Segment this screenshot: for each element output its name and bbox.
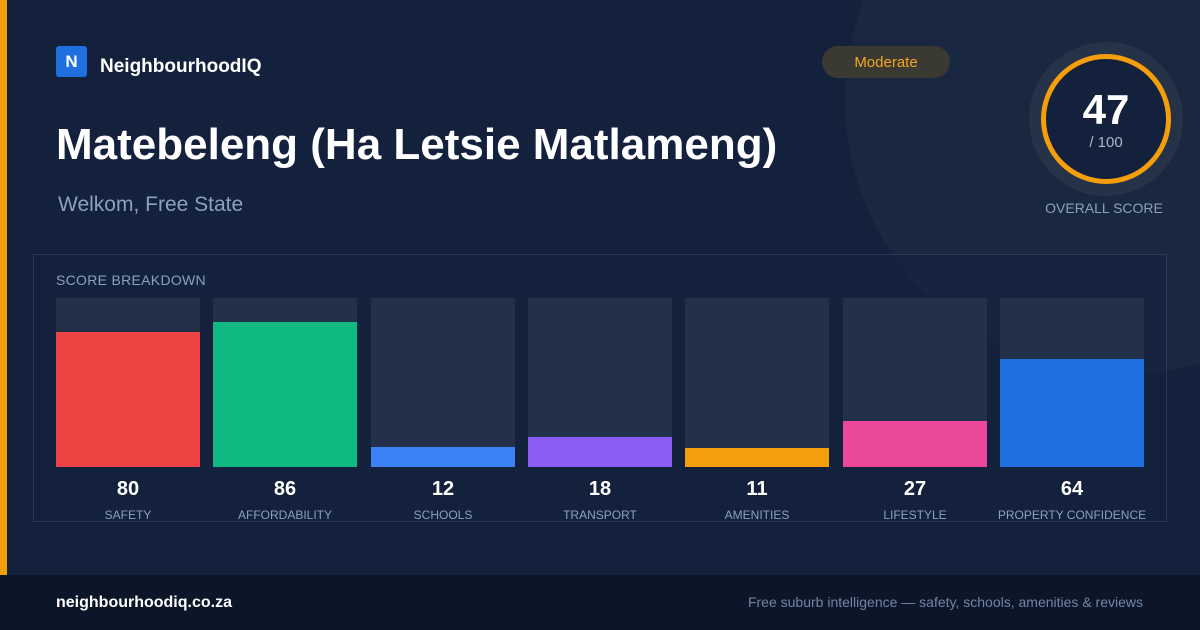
bar-track [843, 298, 987, 467]
bar-value-label: 64 [1060, 478, 1084, 500]
bar-value-label: 12 [431, 478, 455, 500]
bar-track [1000, 298, 1144, 467]
bar-category-label: PROPERTY CONFIDENCE [997, 508, 1147, 522]
bar [213, 322, 357, 467]
bar-value-label: 18 [588, 478, 612, 500]
overall-score-max: / 100 [1089, 133, 1123, 151]
bar-category-label: SCHOOLS [413, 508, 473, 522]
bar-category-label: SAFETY [104, 508, 152, 522]
bar [1000, 359, 1144, 467]
bar-track [213, 298, 357, 467]
bar-category-label: AMENITIES [724, 508, 790, 522]
bar-track [528, 298, 672, 467]
score-ring-progress: 47 / 100 [1041, 54, 1171, 184]
page-title: Matebeleng (Ha Letsie Matlameng) [56, 120, 778, 169]
bar [371, 447, 515, 467]
bar-column: 64 PROPERTY CONFIDENCE [998, 298, 1146, 524]
bar-value-label: 80 [116, 478, 140, 500]
bar [56, 332, 200, 467]
share-card: N NeighbourhoodIQ Moderate Matebeleng (H… [0, 0, 1183, 575]
score-breakdown-title: SCORE BREAKDOWN [56, 272, 206, 288]
footer-tagline: Free suburb intelligence — safety, schoo… [747, 594, 1143, 610]
bar-value-label: 27 [903, 478, 927, 500]
bar [843, 421, 987, 467]
footer [0, 575, 1200, 630]
bar [528, 437, 672, 467]
bar [685, 448, 829, 467]
bar-column: 86 AFFORDABILITY [213, 298, 357, 524]
bar-track [371, 298, 515, 467]
overall-score-ring: 47 / 100 [1029, 42, 1183, 196]
bar-category-label: AFFORDABILITY [237, 508, 332, 522]
bar-track [685, 298, 829, 467]
bar-column: 80 SAFETY [56, 298, 200, 524]
location-subtitle: Welkom, Free State [58, 193, 244, 216]
bar-category-label: TRANSPORT [563, 508, 637, 522]
brand-name: NeighbourhoodIQ [100, 56, 262, 77]
bar-column: 18 TRANSPORT [528, 298, 672, 524]
bar-column: 27 LIFESTYLE [843, 298, 987, 524]
bar-column: 12 SCHOOLS [371, 298, 515, 524]
logo-icon: N [56, 46, 87, 77]
overall-score-value: 47 [1082, 85, 1130, 133]
bar-column: 11 AMENITIES [685, 298, 829, 524]
footer-domain: neighbourhoodiq.co.za [56, 594, 232, 611]
bar-value-label: 11 [746, 478, 768, 500]
rating-badge: Moderate [822, 46, 950, 78]
accent-strip [0, 0, 7, 575]
bar-category-label: LIFESTYLE [883, 508, 947, 522]
bar-value-label: 86 [273, 478, 297, 500]
bar-track [56, 298, 200, 467]
overall-score-label: OVERALL SCORE [1045, 200, 1163, 216]
